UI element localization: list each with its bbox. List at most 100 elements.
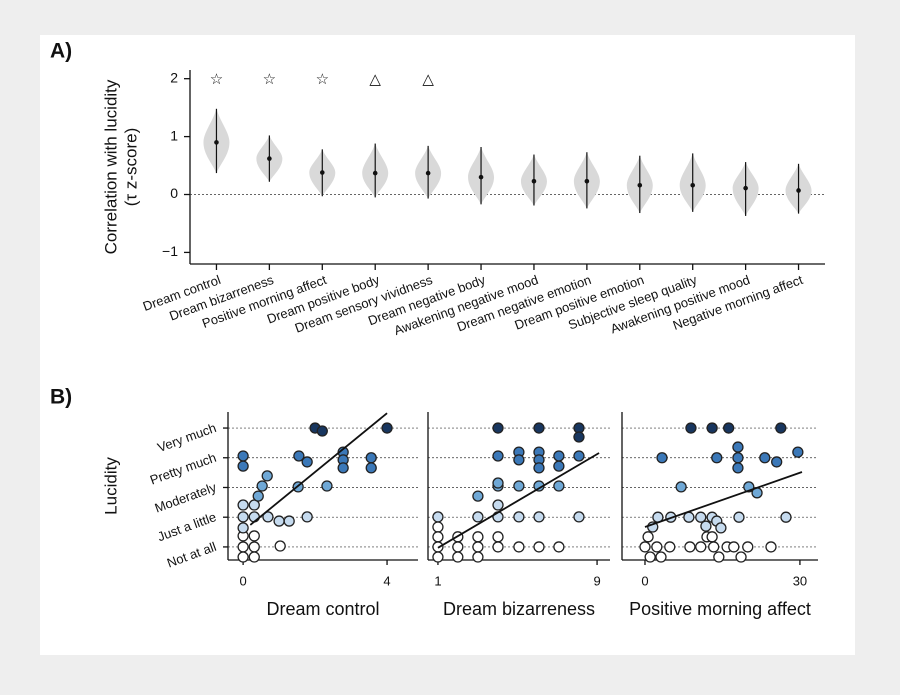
data-point bbox=[237, 511, 249, 523]
data-point bbox=[237, 541, 249, 553]
data-point bbox=[472, 511, 484, 523]
panel-label: B) bbox=[50, 386, 72, 409]
data-point bbox=[732, 452, 744, 464]
data-point bbox=[700, 520, 712, 532]
data-point bbox=[365, 452, 377, 464]
figure-background bbox=[40, 35, 855, 655]
y-tick-label: 2 bbox=[170, 69, 178, 85]
x-tick-label: 30 bbox=[793, 573, 807, 588]
data-point bbox=[492, 477, 504, 489]
estimate-point bbox=[214, 140, 219, 145]
data-point bbox=[533, 462, 545, 474]
data-point bbox=[513, 480, 525, 492]
data-point bbox=[365, 462, 377, 474]
data-point bbox=[472, 531, 484, 543]
estimate-point bbox=[425, 170, 431, 176]
data-point bbox=[248, 511, 260, 523]
estimate-point bbox=[319, 170, 325, 175]
data-point bbox=[248, 551, 260, 563]
data-point bbox=[321, 480, 333, 492]
x-axis-label: Dream control bbox=[266, 599, 379, 619]
estimate-point bbox=[478, 174, 484, 180]
data-point bbox=[237, 551, 249, 563]
estimate-point bbox=[267, 156, 272, 161]
x-tick-label: 9 bbox=[593, 573, 600, 588]
data-point bbox=[452, 551, 464, 563]
data-point bbox=[248, 541, 260, 553]
data-point bbox=[639, 541, 651, 553]
data-point bbox=[732, 441, 744, 453]
x-tick-label: 4 bbox=[383, 573, 390, 588]
significance-marker: ☆ bbox=[316, 71, 329, 88]
data-point bbox=[728, 541, 740, 553]
data-point bbox=[301, 456, 313, 468]
data-point bbox=[775, 422, 787, 434]
data-point bbox=[655, 551, 667, 563]
data-point bbox=[492, 499, 504, 511]
data-point bbox=[293, 450, 305, 462]
significance-marker: ☆ bbox=[263, 71, 276, 88]
significance-marker: ☆ bbox=[210, 71, 223, 88]
data-point bbox=[771, 456, 783, 468]
data-point bbox=[492, 450, 504, 462]
data-point bbox=[533, 541, 545, 553]
data-point bbox=[573, 431, 585, 443]
data-point bbox=[664, 541, 676, 553]
data-point bbox=[513, 541, 525, 553]
data-point bbox=[792, 446, 804, 458]
data-point bbox=[553, 541, 565, 553]
data-point bbox=[513, 454, 525, 466]
y-tick-label: 1 bbox=[170, 127, 178, 143]
data-point bbox=[381, 422, 393, 434]
data-point bbox=[711, 452, 723, 464]
x-tick-label: 1 bbox=[434, 573, 441, 588]
data-point bbox=[553, 460, 565, 472]
data-point bbox=[301, 511, 313, 523]
data-point bbox=[706, 422, 718, 434]
x-axis-label: Dream bizarreness bbox=[443, 599, 595, 619]
data-point bbox=[252, 490, 264, 502]
regression-line bbox=[437, 452, 600, 549]
data-point bbox=[715, 522, 727, 534]
data-point bbox=[337, 462, 349, 474]
data-point bbox=[713, 551, 725, 563]
estimate-point bbox=[637, 182, 643, 188]
regression-line bbox=[644, 471, 803, 528]
data-point bbox=[472, 490, 484, 502]
data-point bbox=[432, 521, 444, 533]
x-tick-label: 0 bbox=[641, 573, 648, 588]
y-axis-label: Lucidity bbox=[101, 457, 120, 515]
data-point bbox=[573, 511, 585, 523]
data-point bbox=[533, 422, 545, 434]
data-point bbox=[765, 541, 777, 553]
regression-line bbox=[249, 412, 388, 526]
estimate-point bbox=[584, 178, 590, 184]
data-point bbox=[642, 531, 654, 543]
data-point bbox=[732, 462, 744, 474]
data-point bbox=[733, 511, 745, 523]
data-point bbox=[492, 531, 504, 543]
data-point bbox=[695, 511, 707, 523]
data-point bbox=[684, 541, 696, 553]
data-point bbox=[723, 422, 735, 434]
data-point bbox=[237, 499, 249, 511]
estimate-point bbox=[531, 178, 537, 184]
data-point bbox=[472, 541, 484, 553]
y-tick-label: 0 bbox=[170, 185, 178, 201]
data-point bbox=[273, 515, 285, 527]
data-point bbox=[553, 450, 565, 462]
data-point bbox=[644, 551, 656, 563]
y-axis-label: Correlation with lucidity bbox=[101, 79, 120, 254]
data-point bbox=[248, 530, 260, 542]
data-point bbox=[452, 541, 464, 553]
y-tick-label: −1 bbox=[162, 243, 178, 259]
significance-marker: △ bbox=[422, 71, 434, 88]
data-point bbox=[237, 460, 249, 472]
x-axis-label: Positive morning affect bbox=[629, 599, 811, 619]
data-point bbox=[759, 452, 771, 464]
y-axis-label: (τ z-score) bbox=[121, 128, 140, 207]
data-point bbox=[706, 531, 718, 543]
data-point bbox=[656, 452, 668, 464]
